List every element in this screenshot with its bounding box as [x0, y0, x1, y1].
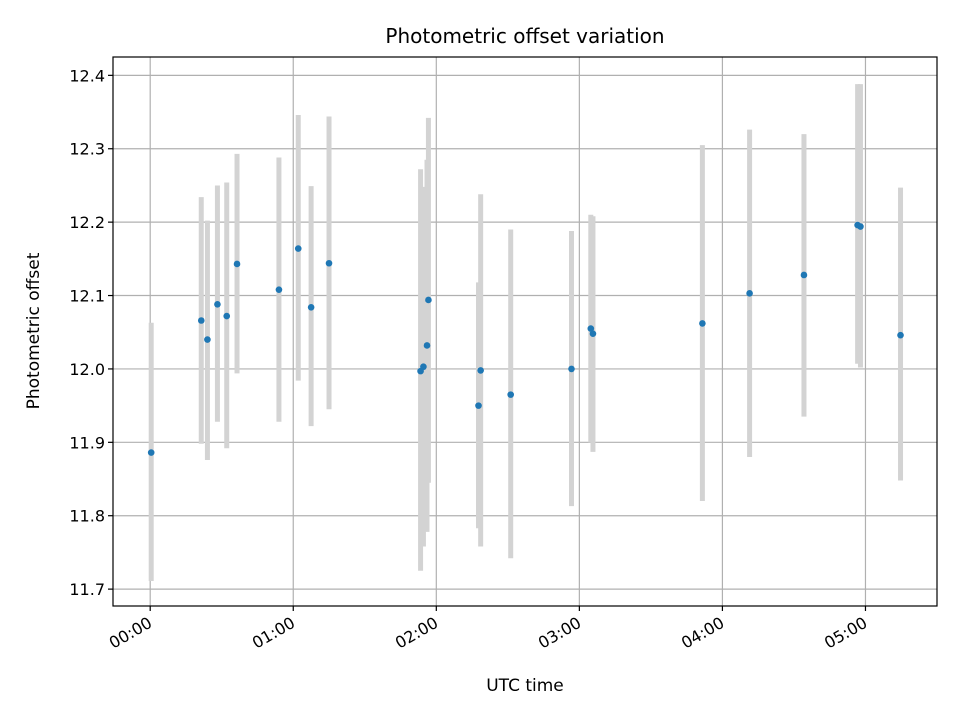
- data-point: [568, 365, 575, 373]
- chart-title: Photometric offset variation: [385, 24, 664, 48]
- data-point: [197, 317, 205, 324]
- data-point: [275, 286, 283, 293]
- data-point: [233, 260, 241, 268]
- x-tick-label: 05:00: [821, 613, 870, 653]
- x-tick-label: 04:00: [678, 613, 727, 653]
- grid-layer: [113, 57, 937, 606]
- data-point: [897, 331, 904, 339]
- y-tick-label: 12.2: [69, 213, 105, 232]
- data-point: [587, 325, 595, 332]
- y-tick-label: 11.7: [69, 580, 105, 599]
- plot-frame: [112, 56, 938, 607]
- data-point: [423, 342, 431, 349]
- data-point: [223, 312, 231, 320]
- data-point: [477, 367, 484, 374]
- x-tick-label: 01:00: [249, 613, 298, 653]
- data-point: [214, 301, 221, 308]
- data-point: [699, 320, 706, 327]
- y-tick-label: 11.9: [69, 433, 105, 452]
- data-point: [507, 391, 514, 398]
- data-point: [147, 449, 155, 456]
- data-point: [425, 296, 432, 304]
- data-point: [800, 271, 808, 279]
- y-tick-label: 12.3: [69, 140, 105, 159]
- point-layer: [147, 221, 904, 456]
- y-tick-label: 12.1: [69, 287, 105, 306]
- x-axis-title: UTC time: [486, 676, 564, 696]
- data-point: [204, 336, 211, 343]
- data-point: [589, 330, 597, 338]
- x-tick-label: 03:00: [535, 613, 584, 653]
- x-tick-label: 02:00: [392, 613, 441, 653]
- y-tick-label: 12.0: [69, 360, 105, 379]
- errorbar-layer: [148, 84, 904, 582]
- y-tick-label: 11.8: [69, 507, 105, 526]
- data-point: [294, 245, 302, 252]
- y-axis-title: Photometric offset: [24, 252, 44, 409]
- data-point: [325, 259, 333, 267]
- data-point: [857, 223, 864, 230]
- data-point: [746, 290, 753, 297]
- data-point: [475, 402, 482, 409]
- data-point: [420, 363, 427, 371]
- y-tick-label: 12.4: [69, 66, 105, 85]
- data-point: [307, 303, 315, 311]
- x-tick-label: 00:00: [106, 613, 155, 653]
